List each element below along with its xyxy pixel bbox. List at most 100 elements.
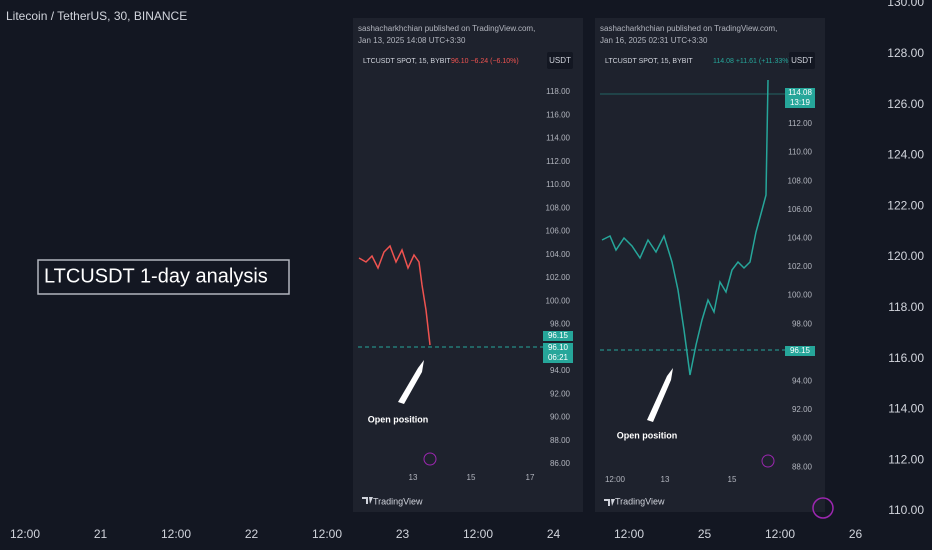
price-badge xyxy=(543,331,573,341)
currency: USDT xyxy=(549,56,571,65)
price-label: 92.00 xyxy=(550,389,571,398)
price-axis-label: 124.00 xyxy=(887,148,924,162)
price-label: 110.00 xyxy=(788,148,812,157)
time-axis-label: 23 xyxy=(396,527,410,541)
price-badge-label: 96.10 xyxy=(548,343,569,352)
price-label: 112.00 xyxy=(546,157,570,166)
quote: 114.08 +11.61 (+11.33%) xyxy=(713,58,791,65)
arrow xyxy=(398,360,424,404)
price-trace xyxy=(601,79,769,376)
price-label: 100.00 xyxy=(788,291,813,300)
price-label: 108.00 xyxy=(788,176,813,185)
time-axis-label: 12:00 xyxy=(10,527,40,541)
icon xyxy=(423,452,437,466)
price-label: 90.00 xyxy=(792,434,813,443)
time-axis-label: 12:00 xyxy=(765,527,795,541)
panel-bg xyxy=(353,18,583,512)
price-axis-label: 128.00 xyxy=(887,46,924,60)
footer: TradingView xyxy=(615,496,665,506)
price-axis-label: 116.00 xyxy=(888,351,924,365)
time-axis-label: 12:00 xyxy=(161,527,191,541)
snapshot-panel: sashacharkhchian published on TradingVie… xyxy=(353,18,583,512)
annotation-box xyxy=(37,259,290,295)
price-label: 92.00 xyxy=(792,405,813,414)
price-axis-label: 126.00 xyxy=(887,97,924,111)
time-label: 13 xyxy=(661,475,670,484)
price-axis-label: 114.00 xyxy=(888,402,924,416)
time-axis-label: 25 xyxy=(698,527,712,541)
time-label: 15 xyxy=(728,475,737,484)
price-label: 102.00 xyxy=(546,273,571,282)
price-axis-label: 118.00 xyxy=(888,300,924,314)
price-label: 98.00 xyxy=(550,320,571,329)
price-label: 98.00 xyxy=(792,319,813,328)
price-badge xyxy=(785,88,815,98)
price-label: 114.00 xyxy=(546,134,570,143)
price-label: 94.00 xyxy=(792,377,813,386)
price-badge-label: 114.08 xyxy=(788,88,812,97)
icon xyxy=(761,454,775,468)
price-label: 88.00 xyxy=(792,462,813,471)
price-badge xyxy=(785,98,815,108)
time-label: 17 xyxy=(526,473,535,482)
time-axis-label: 21 xyxy=(94,527,108,541)
price-trace xyxy=(358,244,431,346)
time-label: 12:00 xyxy=(605,475,626,484)
date: Jan 13, 2025 14:08 UTC+3:30 xyxy=(358,36,466,45)
time-label: 13 xyxy=(409,473,418,482)
price-label: 118.00 xyxy=(546,87,570,96)
price-badge xyxy=(543,353,573,363)
annotation: LTCUSDT 1-day analysis xyxy=(44,265,268,287)
price-label: 104.00 xyxy=(788,234,813,243)
author: sashacharkhchian published on TradingVie… xyxy=(600,24,777,33)
author: sashacharkhchian published on TradingVie… xyxy=(358,24,535,33)
icon xyxy=(812,497,834,519)
date: Jan 16, 2025 02:31 UTC+3:30 xyxy=(600,36,708,45)
time-axis-label: 12:00 xyxy=(463,527,493,541)
time-label: 15 xyxy=(467,473,476,482)
price-badge-label: 96.15 xyxy=(548,331,569,340)
logo xyxy=(362,497,373,504)
price-axis-label: 112.00 xyxy=(888,452,924,466)
price-axis-label: 120.00 xyxy=(887,249,924,263)
price-badge-label: 96.15 xyxy=(790,346,811,355)
time-axis-label: 22 xyxy=(245,527,259,541)
note: Open position xyxy=(617,430,678,440)
time-axis-label: 12:00 xyxy=(614,527,644,541)
snapshot-panel: sashacharkhchian published on TradingVie… xyxy=(595,18,825,512)
price-label: 106.00 xyxy=(788,205,813,214)
price-label: 116.00 xyxy=(546,110,570,119)
price-badge xyxy=(785,346,815,356)
symbol: LTCUSDT SPOT, 15, BYBIT xyxy=(605,58,693,65)
price-axis-label: 110.00 xyxy=(888,503,924,517)
symbol-header: Litecoin / TetherUS, 30, BINANCE xyxy=(6,9,187,23)
time-axis-label: 12:00 xyxy=(312,527,342,541)
price-badge-label: 13:19 xyxy=(790,98,811,107)
price-label: 108.00 xyxy=(546,203,571,212)
note: Open position xyxy=(368,414,429,424)
arrow xyxy=(647,368,673,422)
price-label: 94.00 xyxy=(550,366,571,375)
price-axis-label: 122.00 xyxy=(887,198,924,212)
currency: USDT xyxy=(791,56,813,65)
price-badge-label: 06:21 xyxy=(548,353,569,362)
logo xyxy=(604,499,615,506)
price-label: 100.00 xyxy=(546,296,571,305)
price-badge xyxy=(543,343,573,353)
price-label: 86.00 xyxy=(550,459,571,468)
price-label: 88.00 xyxy=(550,436,571,445)
currency-box xyxy=(547,52,573,69)
price-label: 106.00 xyxy=(546,227,571,236)
price-label: 90.00 xyxy=(550,413,571,422)
currency-box xyxy=(789,52,815,69)
time-axis-label: 24 xyxy=(547,527,561,541)
quote: 96.10 −6.24 (−6.10%) xyxy=(451,58,519,65)
price-label: 104.00 xyxy=(546,250,571,259)
symbol: LTCUSDT SPOT, 15, BYBIT xyxy=(363,58,451,65)
price-label: 102.00 xyxy=(788,262,813,271)
price-label: 110.00 xyxy=(546,180,570,189)
time-axis-label: 26 xyxy=(849,527,863,541)
footer: TradingView xyxy=(373,496,423,506)
price-axis-label: 130.00 xyxy=(887,0,924,9)
